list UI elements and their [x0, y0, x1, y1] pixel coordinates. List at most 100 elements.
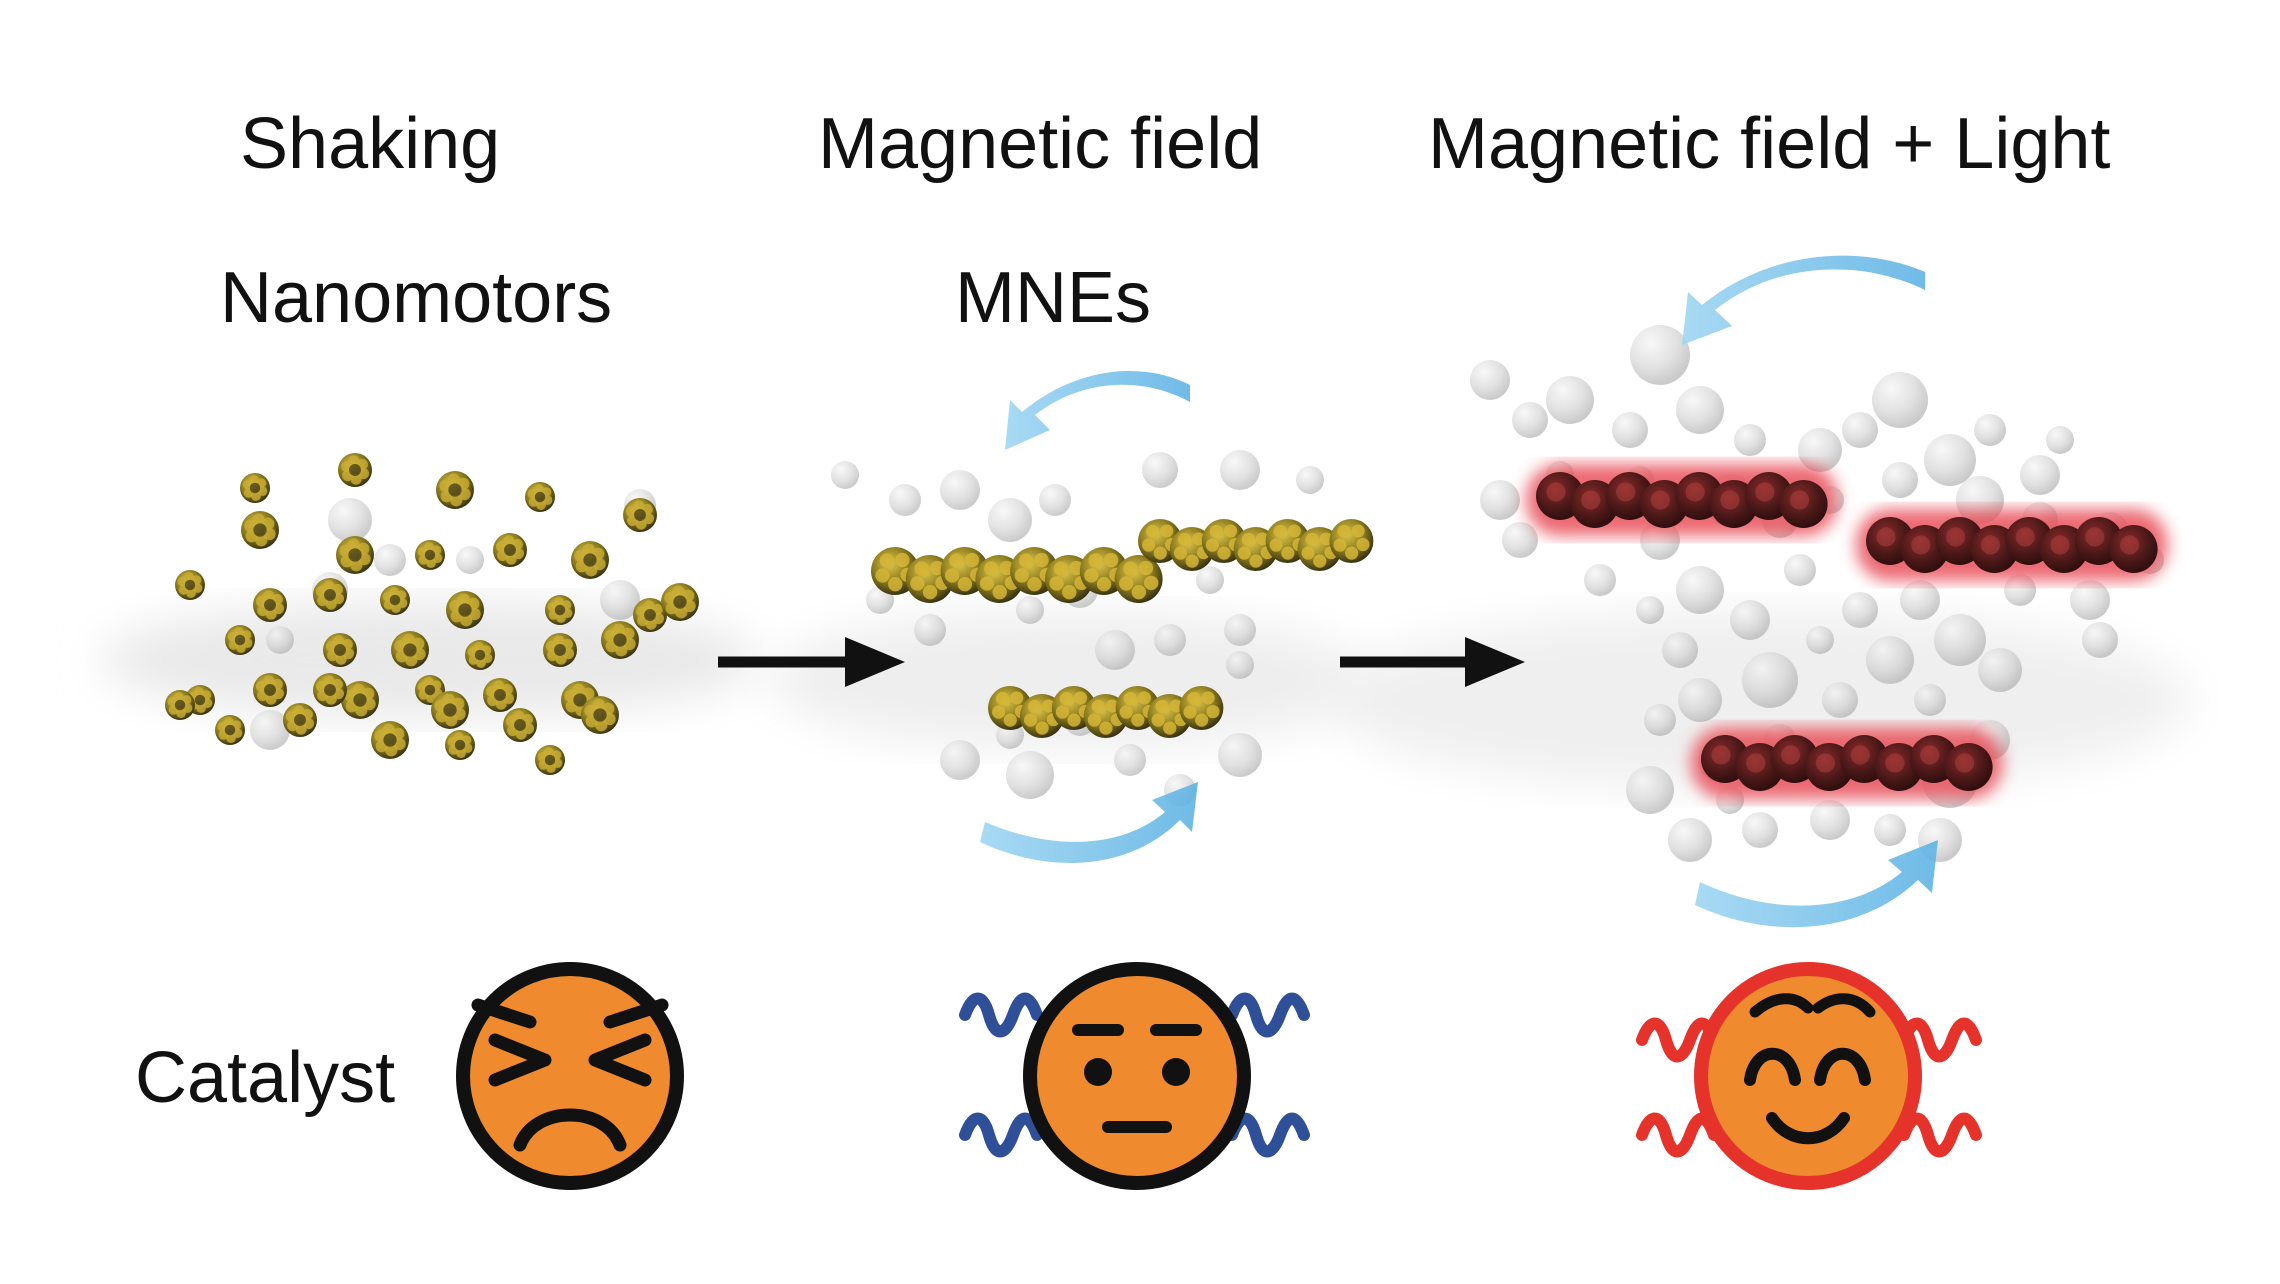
bubble: [1882, 462, 1918, 498]
bubble: [266, 626, 294, 654]
bubble: [1636, 596, 1664, 624]
nanomotor-particle: [338, 453, 372, 487]
title-magnetic-field-light: Magnetic field + Light: [1428, 104, 2111, 184]
nanomotor-particle: [240, 473, 270, 503]
nanomotor-particle: [545, 595, 575, 625]
nanomotor-particle: [380, 585, 410, 615]
nanomotor-particle: [483, 678, 517, 712]
bubble: [2082, 622, 2118, 658]
bubble: [831, 461, 859, 489]
bubble: [1626, 766, 1674, 814]
bubble: [328, 498, 372, 542]
bubble: [1296, 466, 1324, 494]
rotation-arrow-icon: [1682, 255, 1938, 928]
nanomotor-particle: [323, 633, 357, 667]
bubble: [914, 614, 946, 646]
subtitle-mnes: MNEs: [955, 258, 1151, 338]
nanomotor-particle: [535, 745, 565, 775]
nanomotor-particle: [391, 631, 429, 669]
bubble: [1974, 414, 2006, 446]
bubble: [1224, 614, 1256, 646]
bubble: [1502, 522, 1538, 558]
mne-chain: [988, 686, 1224, 738]
blue-wave-icons: [959, 992, 1310, 1158]
mne-chain: [1138, 519, 1374, 571]
bubble: [1612, 412, 1648, 448]
bubble: [1154, 624, 1186, 656]
nanomotor-particle: [493, 533, 527, 567]
nanomotor-particle: [543, 633, 577, 667]
bubble: [1662, 632, 1698, 668]
nanomotor-particle: [415, 540, 445, 570]
row-label-catalyst: Catalyst: [135, 1038, 396, 1118]
nanomotor-particle: [313, 673, 347, 707]
nanomotor-particle: [445, 730, 475, 760]
bubble: [2046, 426, 2074, 454]
bubble: [1924, 434, 1976, 486]
nanomotor-particle: [525, 482, 555, 512]
bubble: [1866, 636, 1914, 684]
nanomotor-particle: [253, 588, 287, 622]
bubble: [1142, 452, 1178, 488]
bubble: [1978, 648, 2022, 692]
bubble: [2004, 574, 2036, 606]
heated-mne-chains: [1526, 464, 2168, 799]
nanomotor-particle: [503, 708, 537, 742]
title-shaking: Shaking: [240, 104, 501, 184]
bubble: [1584, 564, 1616, 596]
bubble: [1218, 733, 1262, 777]
nanomotor-particle: [465, 640, 495, 670]
bubble: [1742, 652, 1798, 708]
bubble: [1914, 684, 1946, 716]
nanomotor-particle: [215, 715, 245, 745]
title-magnetic-field: Magnetic field: [818, 104, 1263, 184]
nanomotor-particle: [561, 681, 599, 719]
bubble: [1006, 751, 1054, 799]
bubble: [2020, 455, 2060, 495]
bubble: [1872, 372, 1928, 428]
bubble: [1798, 428, 1842, 472]
nanomotor-particle: [601, 621, 639, 659]
bubble: [1874, 814, 1906, 846]
bubble: [1806, 626, 1834, 654]
bubble: [1668, 818, 1712, 862]
bubble: [1934, 614, 1986, 666]
bubble: [2070, 580, 2110, 620]
bubble: [988, 498, 1032, 542]
mne-chains: [871, 519, 1374, 738]
nanomotor-particle: [371, 721, 409, 759]
bubble: [1470, 360, 1510, 400]
process-arrow-1: [718, 637, 905, 687]
bubble: [456, 546, 484, 574]
nanomotor-particle: [253, 673, 287, 707]
bubble: [889, 484, 921, 516]
bubble: [1630, 325, 1690, 385]
nanomotor-particle: [175, 570, 205, 600]
bubble: [1220, 450, 1260, 490]
nanomotor-particle: [336, 536, 374, 574]
nanomotor-particle: [283, 703, 317, 737]
rotation-arrow-icon: [980, 370, 1198, 863]
bubble: [374, 544, 406, 576]
nanomotor-particle: [225, 625, 255, 655]
mne-chain: [871, 547, 1163, 603]
nanomotor-particle: [661, 583, 699, 621]
nanomotor-particle: [341, 681, 379, 719]
bubble: [1039, 484, 1071, 516]
bubble: [1730, 600, 1770, 640]
nanomotor-particle: [431, 691, 469, 729]
bubble: [940, 740, 980, 780]
neutral-face-icon: [959, 962, 1310, 1190]
nanomotor-particle: [241, 511, 279, 549]
bubble: [1512, 402, 1548, 438]
bubble: [1676, 386, 1724, 434]
bubble: [1676, 566, 1724, 614]
bubble: [1784, 554, 1816, 586]
bubble: [1114, 744, 1146, 776]
bubble: [1742, 812, 1778, 848]
nanomotor-particle: [623, 498, 657, 532]
bubble: [1095, 630, 1135, 670]
bubble: [1016, 596, 1044, 624]
nanomotor-particle: [313, 578, 347, 612]
